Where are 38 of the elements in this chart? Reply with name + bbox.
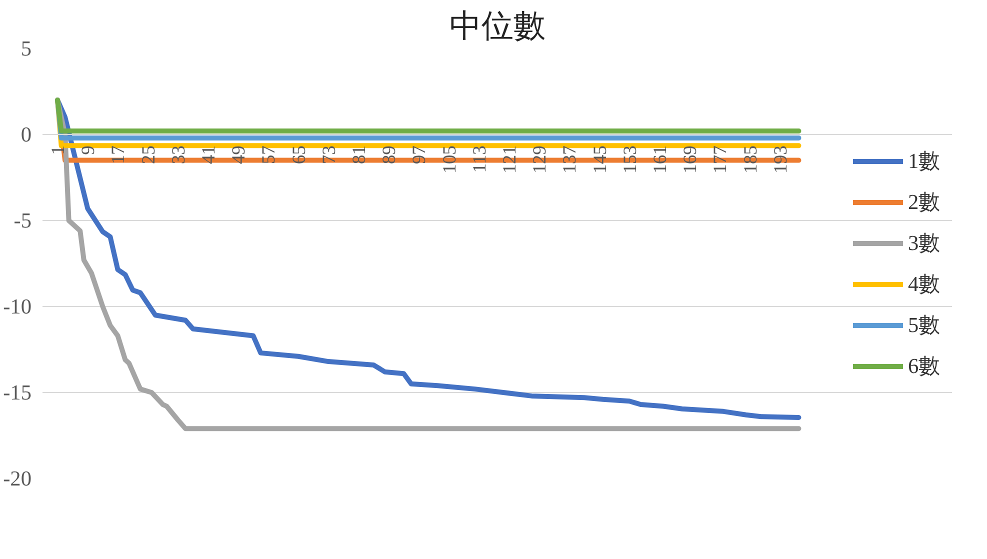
legend-label: 2數 bbox=[908, 189, 941, 216]
y-tick-label: -15 bbox=[3, 380, 32, 404]
x-tick-label: 9 bbox=[78, 146, 100, 155]
x-tick-label: 137 bbox=[560, 146, 581, 174]
x-tick-label: 65 bbox=[288, 146, 310, 164]
x-tick-label: 121 bbox=[500, 146, 521, 174]
legend-label: 6數 bbox=[908, 353, 941, 380]
x-tick-label: 89 bbox=[379, 146, 400, 164]
legend-label: 3數 bbox=[908, 230, 941, 257]
x-tick-label: 193 bbox=[770, 146, 792, 174]
x-tick-label: 169 bbox=[680, 146, 702, 174]
y-tick-label: 5 bbox=[20, 36, 32, 60]
x-tick-label: 145 bbox=[590, 146, 611, 174]
y-tick-label: -10 bbox=[3, 294, 32, 318]
y-tick-label: -5 bbox=[14, 208, 32, 232]
x-tick-label: 105 bbox=[439, 146, 460, 174]
x-tick-label: 57 bbox=[258, 146, 280, 164]
x-tick-label: 81 bbox=[349, 146, 370, 164]
x-tick-label: 97 bbox=[409, 146, 430, 164]
x-tick-label: 177 bbox=[710, 146, 732, 174]
x-tick-label: 1 bbox=[48, 146, 70, 155]
chart-title: 中位數 bbox=[450, 8, 546, 44]
x-tick-label: 17 bbox=[108, 146, 130, 164]
y-tick-label: -20 bbox=[3, 466, 32, 490]
x-tick-label: 153 bbox=[620, 146, 641, 174]
legend-label: 5數 bbox=[908, 312, 941, 339]
x-tick-label: 73 bbox=[318, 146, 340, 164]
x-tick-label: 33 bbox=[168, 146, 190, 164]
x-tick-label: 41 bbox=[198, 146, 220, 164]
x-tick-label: 161 bbox=[650, 146, 672, 174]
x-tick-label: 129 bbox=[530, 146, 551, 174]
y-tick-label: 0 bbox=[20, 122, 32, 146]
x-tick-label: 185 bbox=[740, 146, 762, 174]
legend-label: 1數 bbox=[908, 148, 941, 175]
x-tick-label: 25 bbox=[138, 146, 160, 164]
x-tick-label: 49 bbox=[228, 146, 250, 164]
x-tick-label: 113 bbox=[469, 145, 490, 173]
legend-label: 4數 bbox=[908, 271, 941, 298]
